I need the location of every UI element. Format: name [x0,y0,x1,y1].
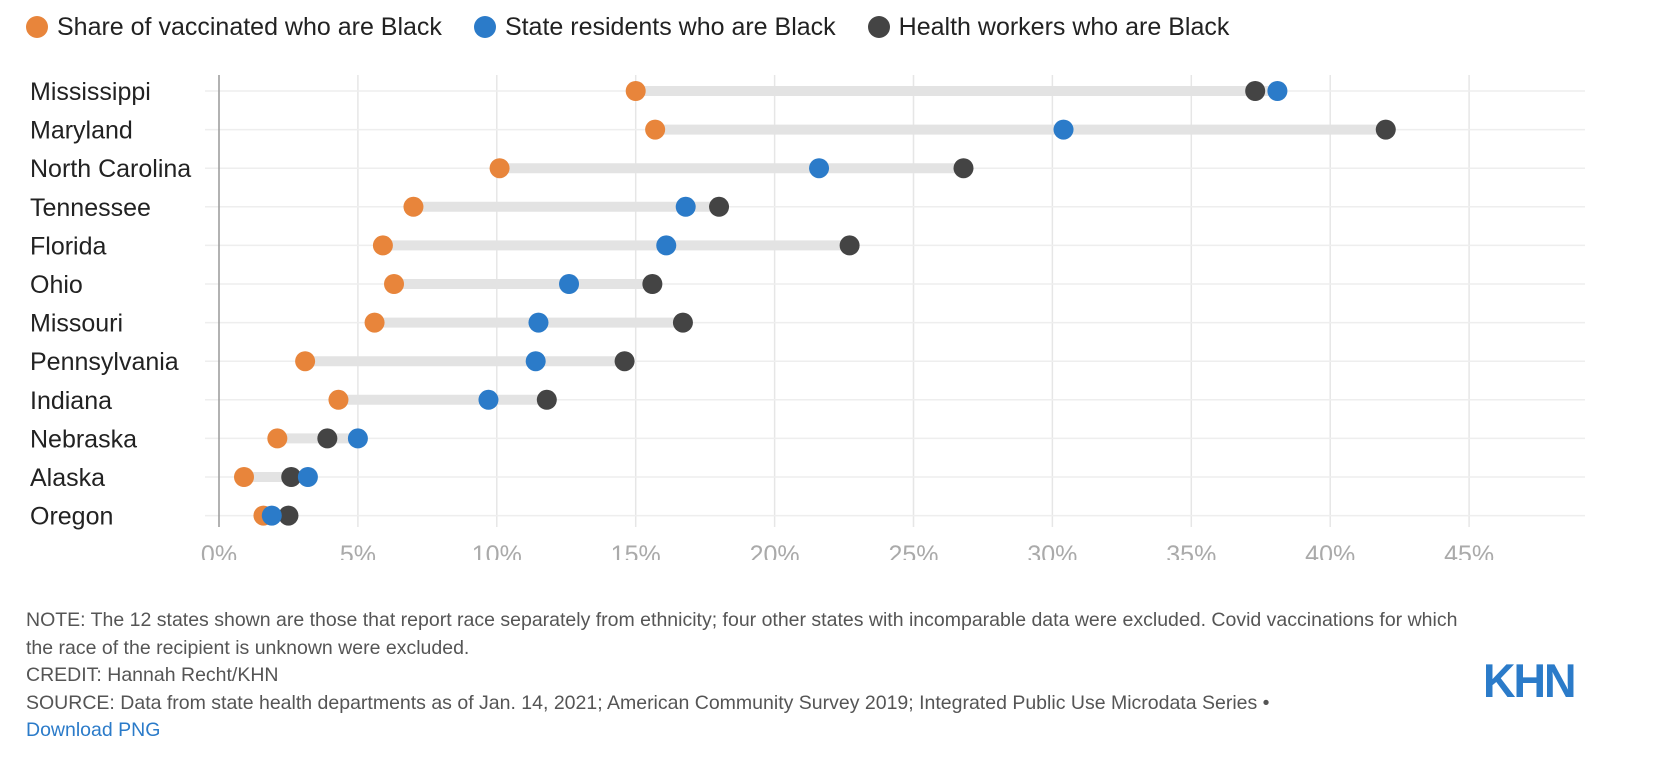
dot-workers [317,428,338,449]
category-label: Mississippi [30,78,151,106]
dot-residents [1053,119,1074,140]
legend-item-residents: State residents who are Black [473,12,836,42]
dot-residents [347,428,368,449]
category-label: Oregon [30,503,113,531]
legend-item-workers: Health workers who are Black [867,12,1230,42]
category-label: North Carolina [30,155,191,183]
legend-dot-residents [473,16,496,38]
legend-dot-vaccinated [26,16,48,38]
dot-residents [261,505,282,526]
category-label: Maryland [30,117,133,145]
x-tick-label: 20% [750,541,800,560]
dot-workers [536,389,557,410]
chart-footer: NOTE: The 12 states shown are those that… [26,607,1466,745]
dot-plot-chart: 0% 5% 10% 15% 20% 25% 30% 35% 40% 45% Mississippi M… [30,75,1585,560]
dot-vaccinated [328,389,349,410]
dot-vaccinated [267,428,288,449]
dot-residents [559,274,580,294]
dot-vaccinated [372,235,393,256]
dot-workers [1375,119,1396,140]
dot-vaccinated [295,351,316,372]
dot-residents [656,235,677,256]
credit-text: CREDIT: Hannah Recht/KHN [26,664,279,686]
dot-workers [281,467,302,487]
legend-dot-workers [867,16,890,38]
dot-workers [614,351,635,372]
dot-workers [839,235,860,256]
dot-vaccinated [489,158,510,179]
dot-vaccinated [384,274,405,294]
legend-label-residents: State residents who are Black [504,12,836,41]
dot-workers [642,274,663,294]
category-label: Pennsylvania [30,348,179,376]
dot-vaccinated [625,81,646,101]
khn-logo: KHN [1483,653,1576,708]
dot-workers [1245,81,1266,101]
x-tick-label: 45% [1444,541,1494,560]
dot-residents [478,389,499,410]
dot-residents [528,312,549,333]
category-label: Alaska [30,464,105,492]
dot-residents [525,351,546,372]
legend-item-vaccinated: Share of vaccinated who are Black [26,13,442,42]
dot-workers [953,158,974,179]
legend-label-workers: Health workers who are Black [898,12,1230,41]
x-tick-label: 5% [340,541,376,560]
dot-residents [675,196,696,217]
dot-residents [297,467,318,487]
dot-vaccinated [234,467,255,487]
dot-vaccinated [645,119,666,140]
legend-label-vaccinated: Share of vaccinated who are Black [57,12,442,41]
category-label: Missouri [30,310,123,338]
x-tick-label: 25% [888,541,938,560]
x-tick-label: 30% [1027,541,1077,560]
x-tick-label: 15% [611,541,661,560]
legend: Share of vaccinated who are Black State … [26,10,1261,44]
category-label: Tennessee [30,194,151,222]
source-text: SOURCE: Data from state health departmen… [26,691,1270,714]
dot-workers [278,505,299,526]
category-label: Florida [30,232,107,260]
x-tick-label: 35% [1166,541,1216,560]
x-tick-label: 10% [472,541,522,560]
dot-vaccinated [364,312,385,333]
download-png-link[interactable]: Download PNG [26,719,161,741]
note-text: NOTE: The 12 states shown are those that… [26,609,1458,659]
x-tick-label: 40% [1305,541,1355,560]
dot-residents [1267,81,1288,101]
dot-workers [709,196,730,217]
dot-workers [672,312,693,333]
category-label: Indiana [30,387,112,415]
dot-vaccinated [403,196,424,217]
category-label: Nebraska [30,425,137,453]
dot-residents [809,158,830,179]
category-label: Ohio [30,271,83,299]
x-tick-label: 0% [201,541,237,560]
